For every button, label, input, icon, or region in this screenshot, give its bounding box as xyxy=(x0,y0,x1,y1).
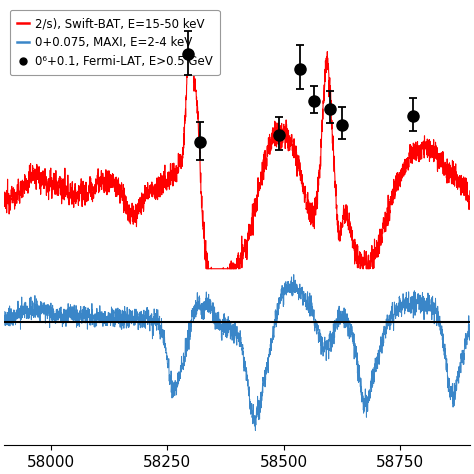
Legend: 2/s), Swift-BAT, E=15-50 keV, 0+0.075, MAXI, E=2-4 keV, 0⁶+0.1, Fermi-LAT, E>0.5: 2/s), Swift-BAT, E=15-50 keV, 0+0.075, M… xyxy=(10,10,219,75)
